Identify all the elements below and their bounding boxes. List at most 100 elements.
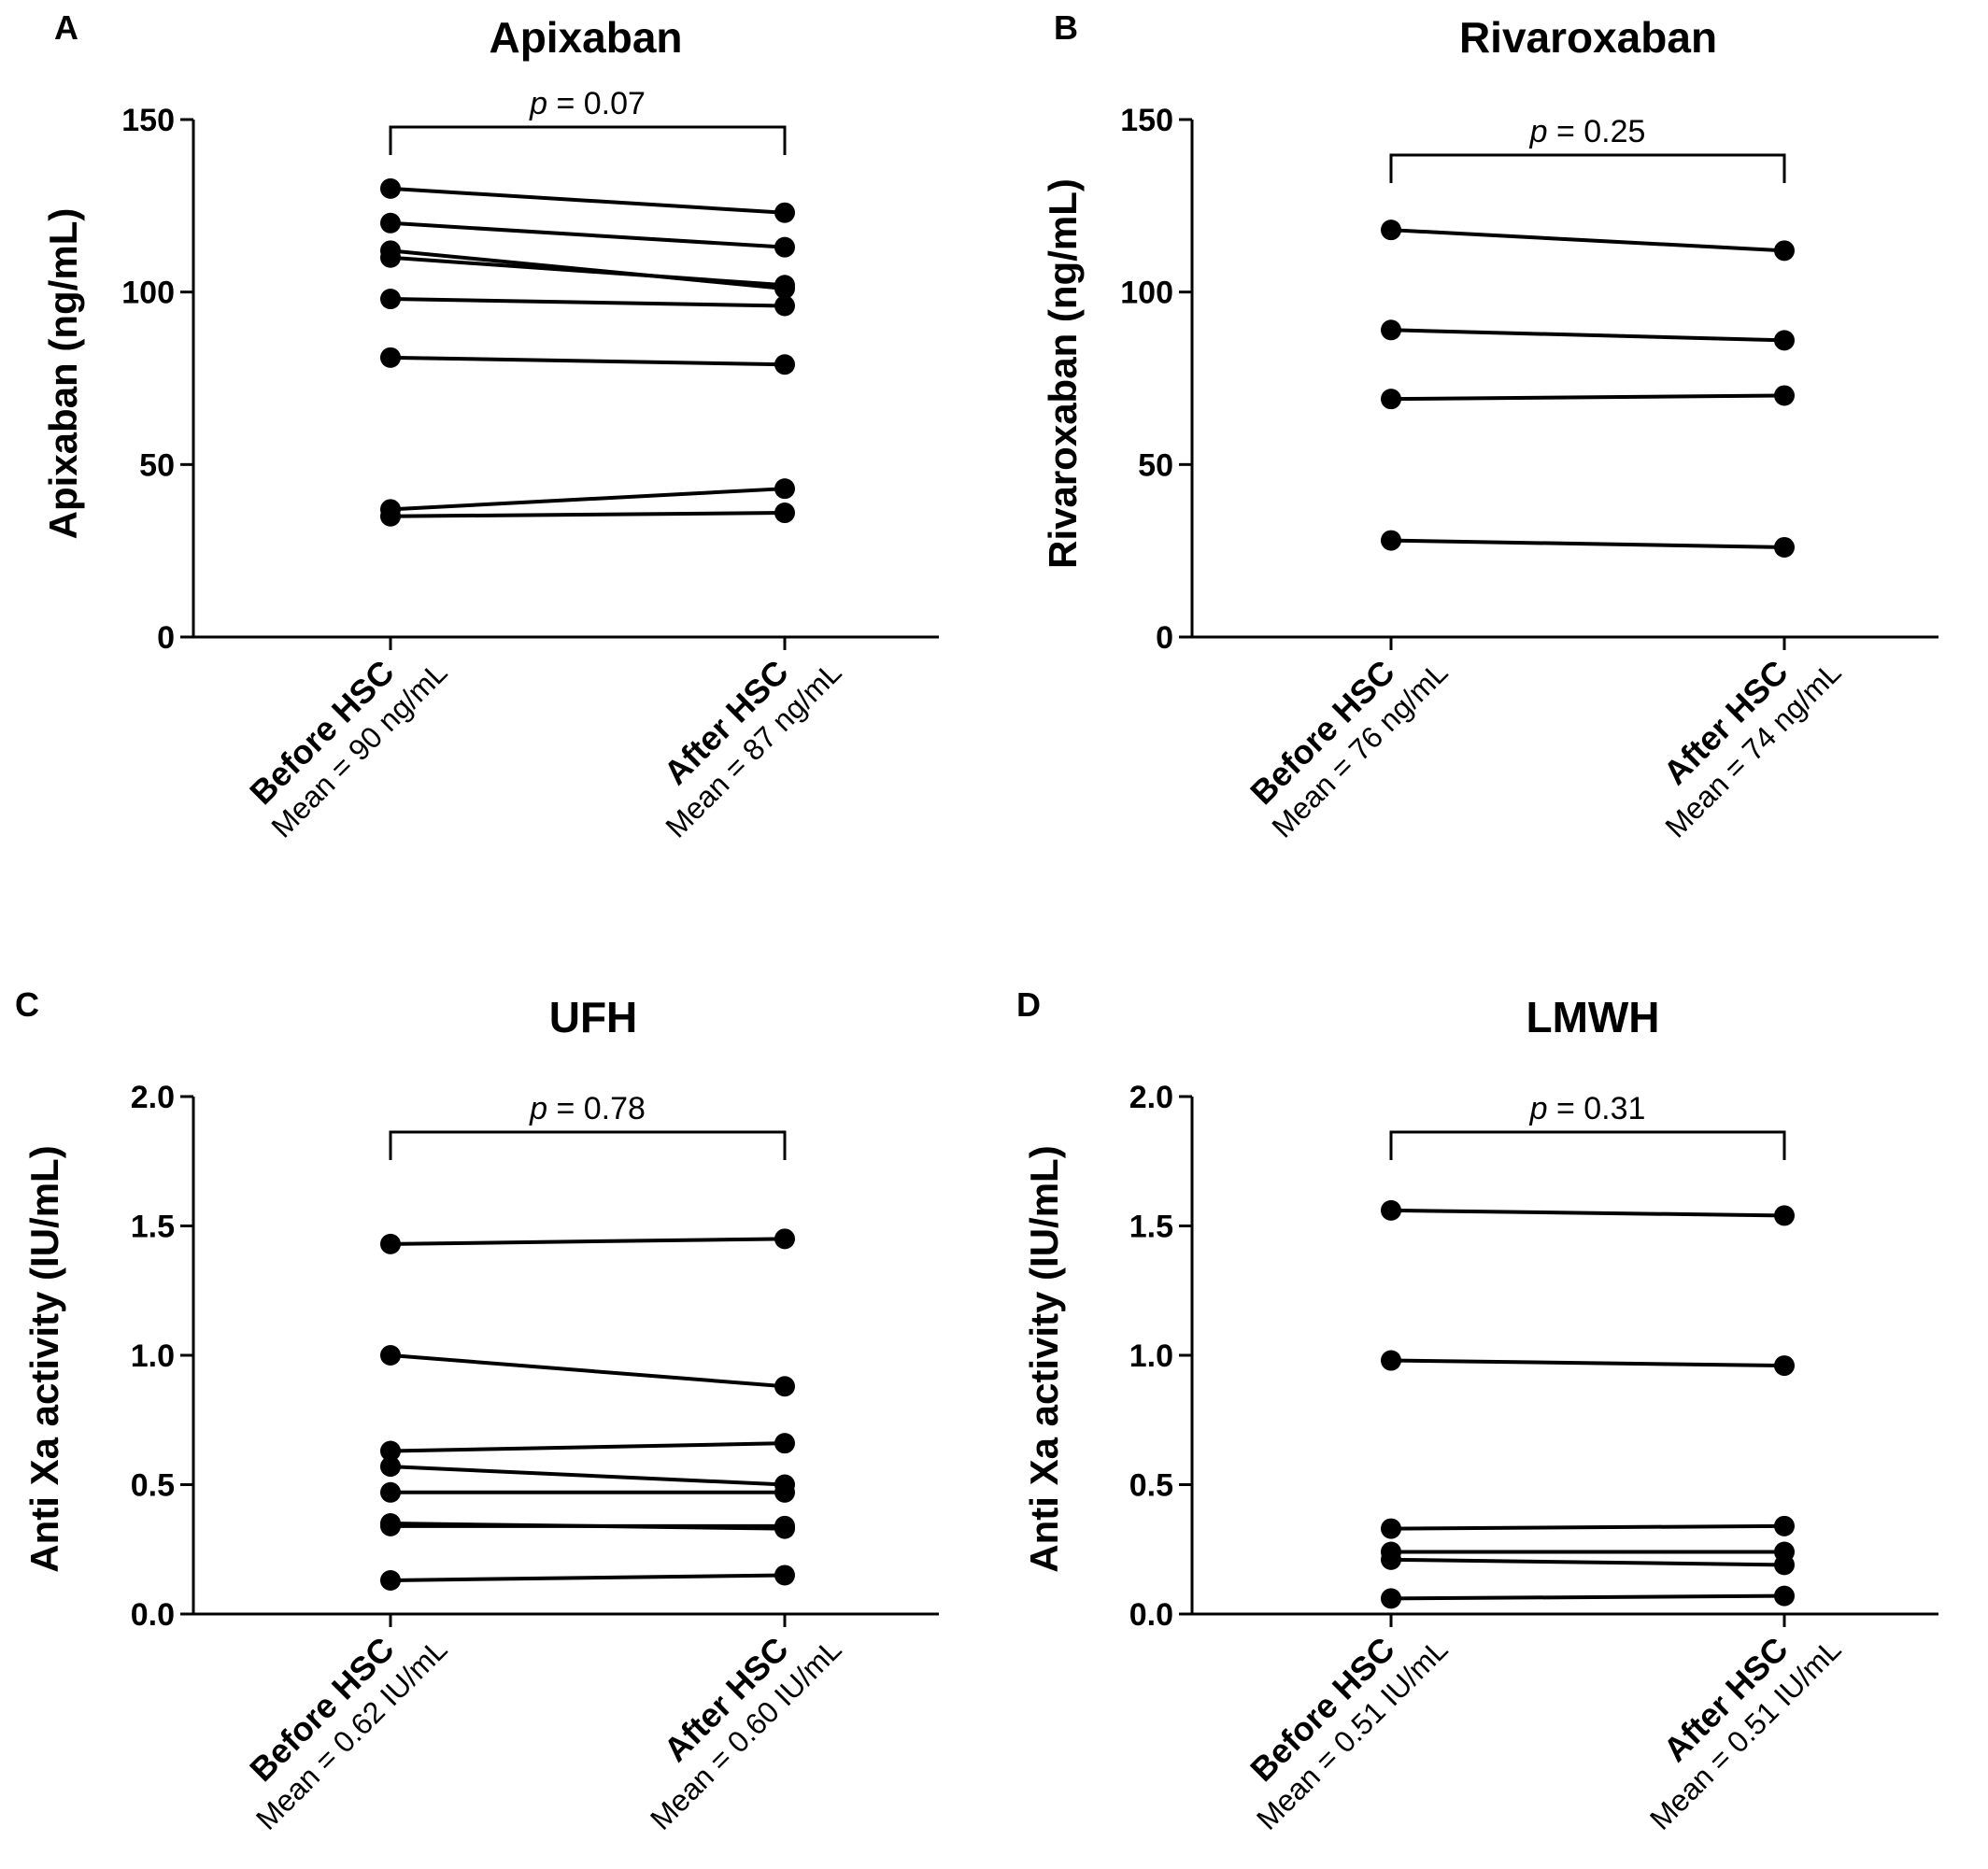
data-point-before: [380, 177, 401, 199]
data-point-after: [774, 295, 795, 317]
panel-letter: C: [15, 985, 39, 1024]
series-line: [1390, 1557, 1785, 1567]
data-point-before: [1381, 1549, 1401, 1570]
chart-panel-a: A Apixaban Apixaban (ng/mL) 0 50 100 150 Before…: [41, 8, 939, 844]
y-tick-label: 100: [1120, 276, 1173, 311]
y-axis-label: Anti Xa activity (IU/mL): [22, 1145, 66, 1572]
y-axis-label: Anti Xa activity (IU/mL): [1022, 1145, 1066, 1572]
data-point-after: [774, 1228, 795, 1250]
p-value-label: p = 0.07: [529, 86, 646, 121]
data-point-before: [380, 1233, 401, 1254]
p-value-text: = 0.78: [547, 1091, 646, 1126]
series-line: [390, 487, 786, 512]
y-tick-label: 150: [1120, 103, 1173, 138]
data-point-after: [1774, 1554, 1795, 1576]
data-point-after: [1774, 1585, 1795, 1607]
chart-panel-d: D LMWH Anti Xa activity (IU/mL) 0.0 0.5 1.0 1.…: [1016, 985, 1938, 1836]
data-point-before: [1381, 1518, 1401, 1539]
series-line: [390, 1237, 786, 1246]
y-tick-label: 100: [121, 276, 175, 311]
significance-bracket: [389, 1130, 787, 1160]
data-point-after: [774, 478, 795, 500]
p-value-symbol: p: [1529, 1091, 1548, 1126]
y-tick-label: 150: [121, 103, 175, 138]
series-line: [390, 186, 786, 215]
data-point-after: [774, 236, 795, 258]
y-tick-label: 0: [1156, 620, 1173, 656]
p-value-label: p = 0.25: [1529, 114, 1646, 149]
series-line: [1390, 1523, 1785, 1531]
p-value-label: p = 0.31: [1529, 1091, 1646, 1126]
significance-bracket: [1389, 1130, 1786, 1160]
y-tick-label: 0: [157, 620, 175, 656]
series-line: [390, 220, 786, 249]
data-point-before: [380, 247, 401, 268]
data-point-before: [380, 347, 401, 368]
data-point-before: [380, 1569, 401, 1591]
chart-panel-c: C UFH Anti Xa activity (IU/mL) 0.0 0.5 1.0 1.5…: [15, 985, 939, 1836]
data-point-before: [380, 1456, 401, 1478]
data-point-after: [774, 1481, 795, 1503]
data-point-before: [380, 289, 401, 310]
series-line: [1390, 1358, 1785, 1368]
data-point-before: [1381, 1350, 1401, 1371]
data-point-after: [1774, 1515, 1795, 1536]
data-point-before: [1381, 530, 1401, 551]
series-line: [390, 297, 786, 308]
series-line: [1390, 1593, 1785, 1601]
data-point-before: [380, 1440, 401, 1462]
series-line: [390, 1465, 786, 1487]
chart-title: Rivaroxaban: [1459, 13, 1717, 62]
data-point-before: [1381, 1199, 1401, 1221]
y-tick-label: 2.0: [1129, 1080, 1173, 1115]
y-tick-label: 0.0: [131, 1597, 175, 1633]
p-value-text: = 0.31: [1548, 1091, 1646, 1126]
y-tick-label: 2.0: [131, 1080, 175, 1115]
data-point-before: [1381, 389, 1401, 410]
y-tick-label: 1.0: [1129, 1338, 1173, 1374]
data-point-before: [380, 505, 401, 527]
data-point-after: [1774, 536, 1795, 558]
panel-letter: B: [1054, 8, 1078, 47]
series-line: [1390, 328, 1785, 343]
data-point-before: [380, 1481, 401, 1503]
data-point-after: [1774, 330, 1795, 351]
p-value-label: p = 0.78: [529, 1091, 646, 1126]
p-value-symbol: p: [529, 86, 547, 121]
data-point-after: [774, 503, 795, 524]
data-point-after: [1774, 1205, 1795, 1226]
series-line: [390, 1573, 786, 1582]
series-line: [1390, 393, 1785, 402]
y-tick-label: 50: [1138, 447, 1173, 483]
y-tick-label: 1.0: [131, 1338, 175, 1374]
chart-title: Apixaban: [489, 13, 682, 62]
chart-title: LMWH: [1526, 993, 1659, 1041]
y-axis-label: Apixaban (ng/mL): [41, 208, 85, 540]
data-point-before: [380, 1515, 401, 1536]
p-value-symbol: p: [529, 1091, 547, 1126]
series-line: [390, 1353, 786, 1389]
y-tick-label: 0.5: [131, 1468, 175, 1504]
data-point-after: [774, 1515, 795, 1536]
y-tick-label: 0.5: [1129, 1468, 1173, 1504]
y-tick-label: 1.5: [1129, 1210, 1173, 1245]
data-point-after: [774, 1565, 795, 1586]
series-line: [390, 255, 786, 288]
p-value-symbol: p: [1529, 114, 1548, 149]
data-point-after: [774, 1433, 795, 1454]
series-line: [1390, 1208, 1785, 1218]
series-line: [1390, 228, 1785, 253]
series-line: [1390, 538, 1785, 549]
series-line: [390, 1441, 786, 1453]
panel-letter: A: [54, 8, 78, 47]
series-line: [390, 355, 786, 367]
data-point-before: [1381, 319, 1401, 341]
data-point-before: [1381, 219, 1401, 241]
